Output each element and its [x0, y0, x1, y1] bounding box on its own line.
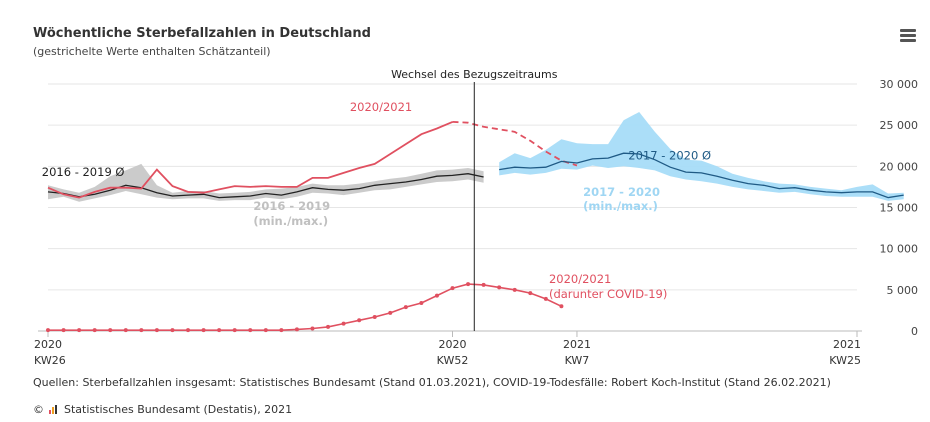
hamburger-menu-icon[interactable] — [898, 27, 920, 45]
series-annotation: 2017 - 2020 — [583, 185, 660, 199]
copyright-line: © Statistisches Bundesamt (Destatis), 20… — [33, 403, 292, 416]
covid-point — [92, 328, 97, 333]
chart-title: Wöchentliche Sterbefallzahlen in Deutsch… — [33, 26, 371, 41]
mortality-chart: 0 5 000 10 000 15 000 20 000 25 000 30 000 2020… — [34, 68, 919, 367]
covid-point — [403, 305, 408, 310]
series-annotation: 2020/2021 — [350, 100, 412, 114]
covid-point — [201, 328, 206, 333]
covid-point — [77, 328, 82, 333]
x-tick-label: 2021 — [563, 338, 591, 351]
covid-point — [357, 318, 362, 323]
line-2020-2021 — [47, 121, 453, 199]
covid-point — [139, 328, 144, 333]
covid-point — [217, 328, 222, 333]
covid-point — [419, 301, 424, 306]
y-tick-label: 5 000 — [887, 284, 919, 297]
covid-point — [263, 328, 268, 333]
period-change-label: Wechsel des Bezugszeitraums — [391, 68, 558, 81]
x-tick-label: 2020 — [439, 338, 467, 351]
line-covid-deaths — [48, 283, 562, 331]
covid-point — [543, 296, 548, 301]
covid-point — [388, 310, 393, 315]
x-tick-label: KW26 — [34, 354, 66, 367]
y-tick-label: 25 000 — [880, 119, 919, 132]
covid-point — [154, 328, 159, 333]
series-annotation: 2020/2021 — [549, 272, 611, 286]
y-tick-label: 10 000 — [880, 243, 919, 256]
covid-point — [170, 328, 175, 333]
covid-point — [310, 326, 315, 331]
covid-point — [326, 324, 331, 329]
copyright-symbol: © — [33, 403, 44, 416]
covid-point — [61, 328, 66, 333]
covid-point — [481, 282, 486, 287]
destatis-logo-icon — [48, 405, 59, 414]
covid-point — [294, 327, 299, 332]
covid-point — [232, 328, 237, 333]
line-2020-2021-estimated — [452, 121, 578, 167]
x-tick-label: KW7 — [565, 354, 590, 367]
series-annotation: 2016 - 2019 Ø — [42, 165, 125, 179]
line-2017-2020-avg — [499, 152, 904, 199]
y-tick-label: 0 — [911, 325, 918, 338]
covid-point — [279, 328, 284, 333]
x-tick-label: 2020 — [34, 338, 62, 351]
y-tick-label: 30 000 — [880, 78, 919, 91]
copyright-text: Statistisches Bundesamt (Destatis), 2021 — [64, 403, 293, 416]
covid-point — [528, 291, 533, 296]
covid-point — [466, 282, 471, 287]
covid-point — [450, 286, 455, 291]
x-tick-label: 2021 — [833, 338, 861, 351]
y-tick-label: 20 000 — [880, 160, 919, 173]
covid-point — [497, 285, 502, 290]
source-note: Quellen: Sterbefallzahlen insgesamt: Sta… — [33, 376, 831, 389]
series-annotation: (min./max.) — [583, 199, 658, 213]
y-tick-label: 15 000 — [880, 202, 919, 215]
covid-point — [559, 304, 564, 309]
series-annotation: 2016 - 2019 — [253, 199, 330, 213]
x-tick-label: KW25 — [829, 354, 861, 367]
series-annotation: (darunter COVID-19) — [549, 287, 667, 301]
covid-point — [512, 287, 517, 292]
covid-point — [123, 328, 128, 333]
series-annotation: 2017 - 2020 Ø — [628, 149, 711, 163]
covid-point — [108, 328, 113, 333]
covid-point — [46, 328, 50, 333]
chart-subtitle: (gestrichelte Werte enthalten Schätzante… — [33, 45, 271, 58]
series-annotation: (min./max.) — [253, 214, 328, 228]
covid-point — [341, 321, 346, 326]
covid-point — [434, 293, 439, 298]
x-tick-label: KW52 — [437, 354, 469, 367]
covid-point — [372, 315, 377, 320]
covid-point — [186, 328, 191, 333]
covid-point — [248, 328, 253, 333]
